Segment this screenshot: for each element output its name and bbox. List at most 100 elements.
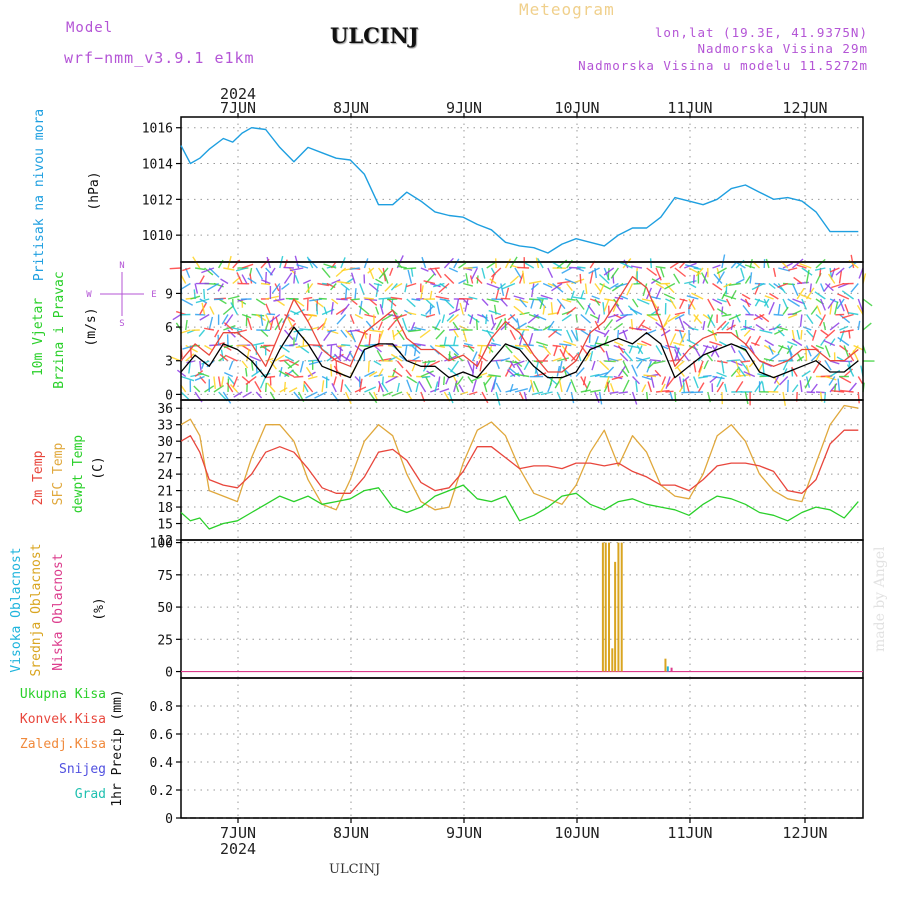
y-tick-label: 0.6 bbox=[150, 728, 173, 743]
wind-arrow bbox=[788, 349, 794, 362]
wind-arrow bbox=[290, 310, 299, 316]
y-tick-label: 0 bbox=[165, 666, 173, 681]
day-label-bottom: 10JUN bbox=[554, 824, 599, 842]
wind-arrow bbox=[768, 301, 775, 315]
wind-arrow bbox=[534, 367, 540, 377]
wind-arrow bbox=[467, 313, 480, 323]
wind-arrow bbox=[754, 298, 761, 307]
wind-arrow bbox=[792, 309, 802, 316]
wind-arrow bbox=[344, 288, 348, 300]
wind-arrow bbox=[572, 296, 586, 300]
wind-arrow bbox=[229, 384, 238, 393]
wind-arrow bbox=[791, 283, 799, 296]
wind-arrow bbox=[552, 282, 564, 293]
wind-arrow bbox=[764, 339, 774, 347]
wind-arrow bbox=[599, 282, 611, 290]
wind-arrow bbox=[759, 329, 773, 334]
wind-arrow bbox=[350, 272, 356, 284]
wind-arrow bbox=[806, 329, 814, 338]
wind-arrow bbox=[570, 353, 579, 362]
wind-arrow bbox=[336, 280, 351, 285]
wind-arrow bbox=[751, 282, 765, 291]
wind-arrow bbox=[540, 391, 553, 396]
wind-arrow bbox=[636, 319, 646, 331]
wind-arrow bbox=[558, 378, 563, 393]
wind-arrow bbox=[838, 270, 843, 284]
wind-arrow bbox=[862, 298, 873, 307]
wind-arrow bbox=[415, 382, 420, 393]
compass-s: S bbox=[119, 319, 124, 329]
wind-arrow bbox=[411, 298, 421, 302]
wind-arrow bbox=[591, 295, 600, 300]
wind-arrow bbox=[448, 308, 461, 316]
wind-arrow bbox=[647, 360, 657, 369]
wind-arrow bbox=[777, 282, 788, 289]
wind-arrow-field bbox=[169, 254, 875, 406]
wind-arrow bbox=[765, 258, 770, 269]
temp-frame bbox=[180, 399, 864, 541]
wind-arrow bbox=[317, 282, 330, 287]
wind-arrow bbox=[396, 360, 404, 369]
wind-arrow bbox=[836, 298, 845, 310]
wind-arrow bbox=[838, 298, 845, 312]
wind-arrow bbox=[606, 381, 610, 393]
wind-arrow bbox=[655, 266, 666, 269]
wind-arrow bbox=[209, 306, 215, 315]
wind-arrow bbox=[354, 288, 357, 300]
wind-arrow bbox=[556, 298, 566, 310]
wind-arrow bbox=[429, 290, 433, 300]
wind-arrow bbox=[465, 273, 469, 284]
wind-arrow bbox=[615, 282, 629, 288]
wind-arrow bbox=[500, 357, 511, 362]
wind-arrow bbox=[479, 360, 483, 372]
wind-arrow bbox=[490, 314, 495, 325]
wind-arrow bbox=[481, 314, 490, 322]
wind-arrow bbox=[773, 313, 784, 316]
wind-arrow bbox=[536, 257, 544, 269]
wind-arrow bbox=[655, 389, 670, 393]
wind-arrow bbox=[341, 344, 351, 347]
wind-arrow bbox=[763, 358, 774, 362]
wind-arrow bbox=[221, 314, 229, 325]
wind-arrow bbox=[773, 329, 784, 335]
wind-arrow bbox=[437, 376, 441, 388]
wind-arrow bbox=[615, 303, 624, 315]
wind-arrow bbox=[254, 381, 262, 393]
wind-arrow bbox=[495, 318, 503, 331]
wind-arrow bbox=[368, 333, 372, 346]
cloud-grid bbox=[181, 540, 863, 678]
wind-arrow bbox=[623, 259, 629, 269]
elevation-text: Nadmorska Visina 29m bbox=[697, 41, 868, 56]
wind-arrow bbox=[568, 266, 581, 269]
wind-arrow bbox=[619, 261, 633, 269]
wind-arrow bbox=[744, 264, 756, 269]
wind-arrow bbox=[635, 328, 647, 331]
wind-arrow bbox=[330, 302, 334, 315]
wind-arrow bbox=[799, 380, 803, 393]
wind-arrow bbox=[643, 374, 657, 378]
wind-arrow bbox=[321, 380, 325, 393]
wind-arrow bbox=[194, 375, 205, 381]
wind-arrow bbox=[260, 282, 271, 286]
wind-arrow bbox=[743, 329, 751, 337]
wind-arrow bbox=[224, 371, 234, 378]
wind-arrow bbox=[245, 367, 248, 377]
wind-arrow bbox=[547, 267, 554, 279]
wind-arrow bbox=[363, 297, 374, 300]
wind-arrow bbox=[420, 267, 429, 272]
wind-arrow bbox=[423, 280, 436, 285]
wind-arrow bbox=[259, 376, 267, 389]
wind-arrow bbox=[676, 366, 685, 377]
wind-arrow bbox=[377, 368, 384, 377]
wind-arrow bbox=[623, 350, 634, 362]
wind-arrow bbox=[589, 270, 594, 284]
wind-arrow bbox=[373, 360, 382, 366]
wind-arrow bbox=[669, 333, 677, 346]
wind-arrow bbox=[530, 379, 535, 393]
wind-arrow bbox=[837, 336, 850, 347]
wind-arrow bbox=[824, 329, 836, 339]
y-tick-label: 36 bbox=[157, 402, 173, 417]
wind-arrow bbox=[392, 329, 403, 338]
wind-arrow bbox=[407, 359, 421, 362]
wind-arrow bbox=[584, 303, 591, 315]
